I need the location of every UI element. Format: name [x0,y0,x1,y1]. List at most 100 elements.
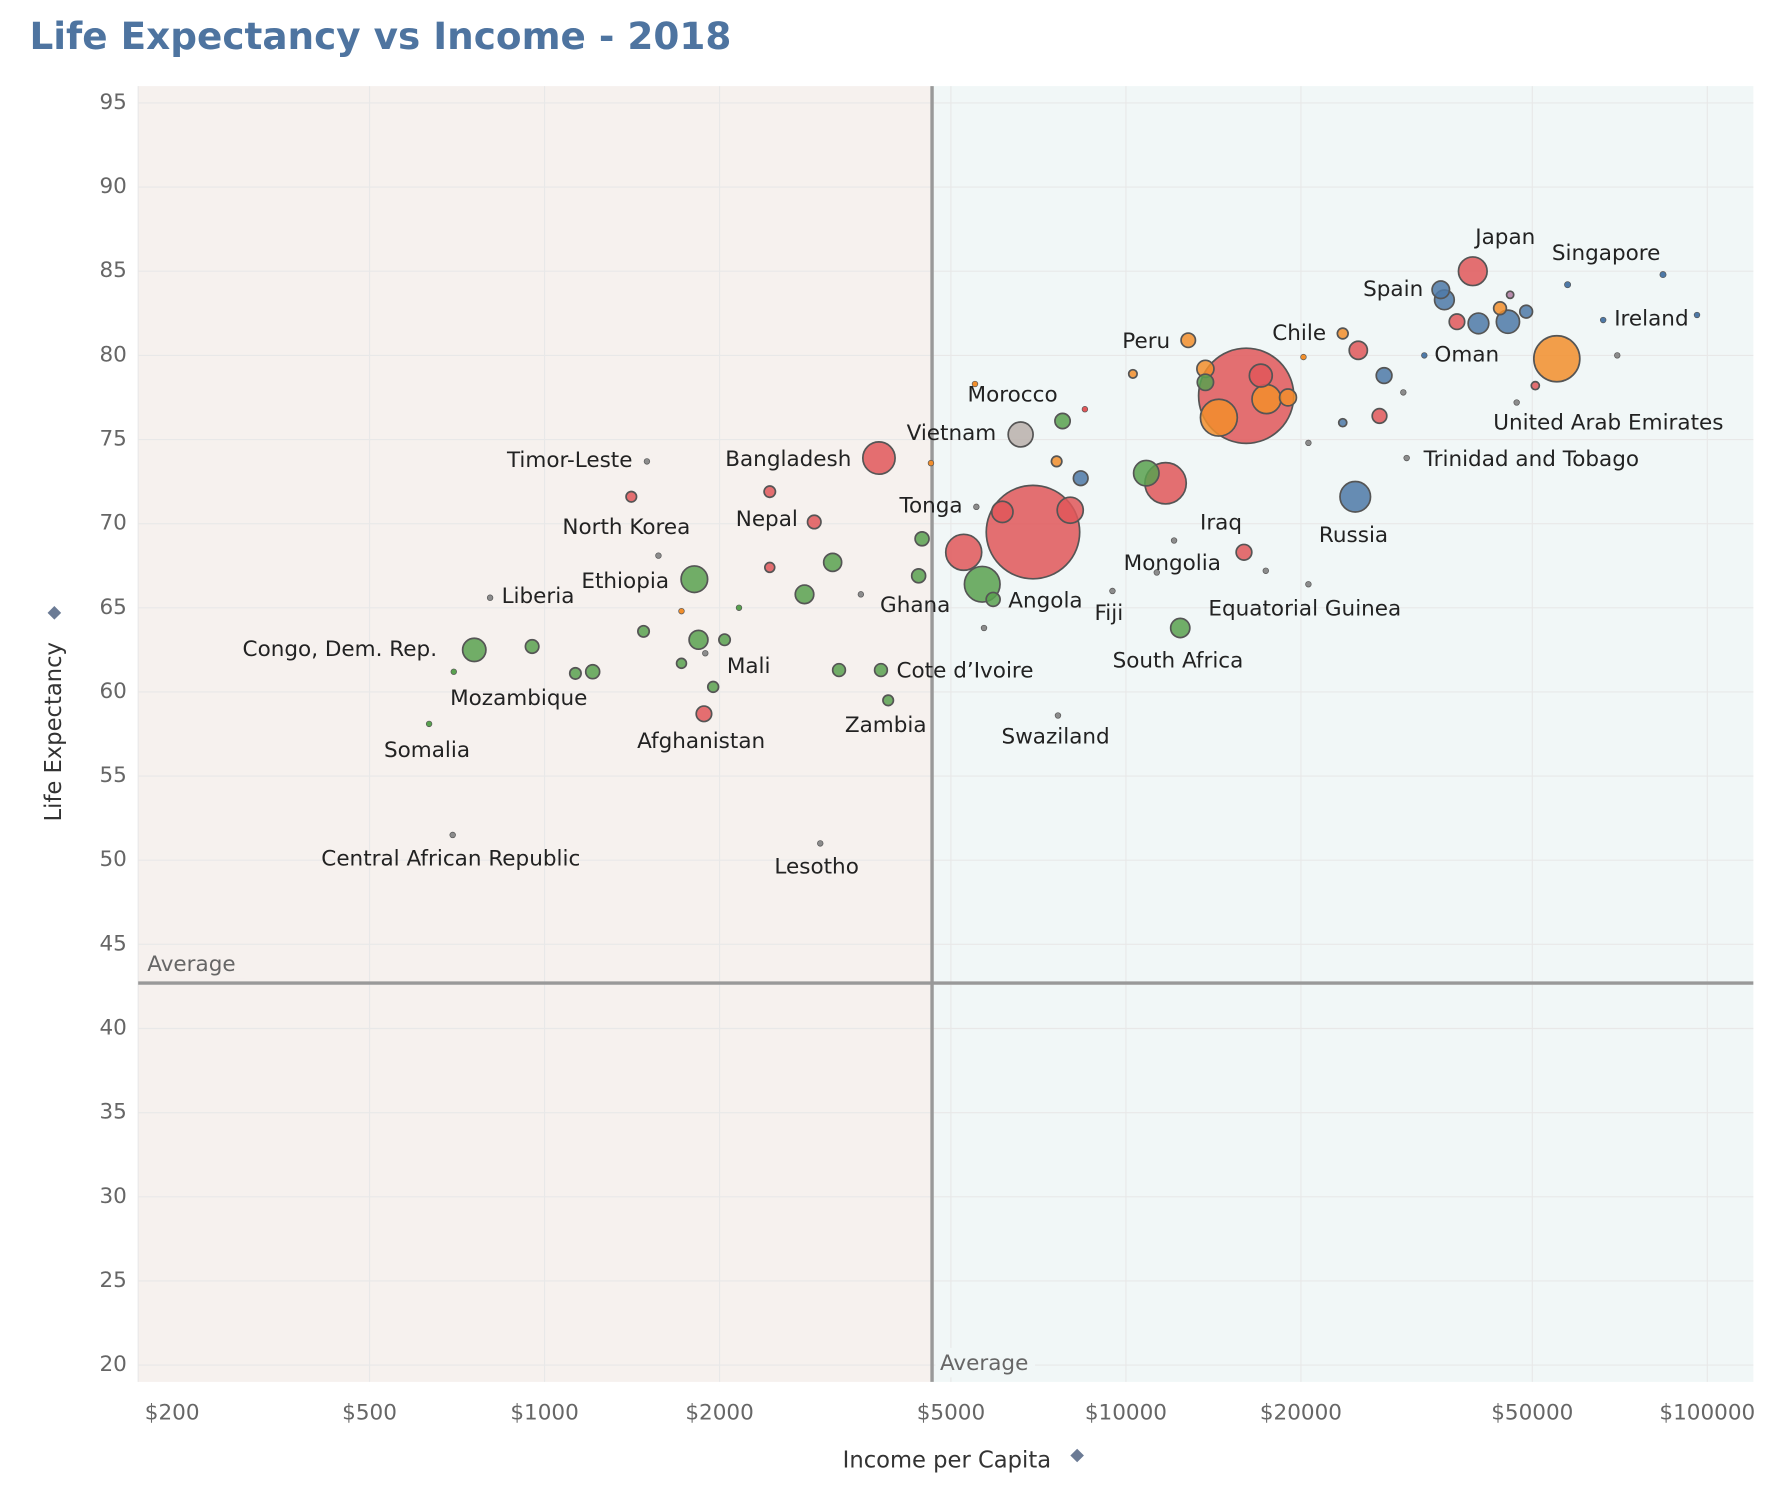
bubble [1421,352,1428,359]
bubble [763,561,776,574]
bubble [680,565,709,594]
bubble [817,840,824,847]
bubble [873,662,889,678]
plot-area-right [932,86,1754,1382]
bubble [1153,569,1160,576]
plot-background [138,86,1754,1382]
point-label: Japan [1473,225,1535,250]
bubble [675,657,688,670]
x-tick-label: $500 [342,1401,397,1426]
y-tick-label: 35 [99,1100,126,1125]
point-label: Trinidad and Tobago [1423,447,1639,472]
point-label: Iraq [1200,510,1242,535]
y-tick-label: 95 [99,90,126,115]
bubble [1659,271,1667,279]
point-label: Fiji [1094,601,1123,626]
bubble [1467,312,1490,335]
bubble [882,694,895,707]
bubble [524,638,540,655]
point-label: Swaziland [1002,724,1110,749]
bubble [1371,407,1388,425]
y-tick-label: 25 [99,1268,126,1293]
bubble [806,514,822,530]
point-label: Spain [1363,277,1423,302]
x-tick-label: $100000 [1659,1401,1755,1426]
point-label: Mongolia [1124,551,1221,576]
point-label: United Arab Emirates [1493,411,1723,436]
bubble [1054,412,1072,430]
chart-title: Life Expectancy vs Income - 2018 [29,14,731,58]
bubble [1109,587,1116,595]
bubble [1448,313,1466,331]
y-tick-label: 50 [99,847,126,872]
bubble [655,552,662,559]
y-tick-label: 90 [99,174,126,199]
point-label: Bangladesh [725,447,851,472]
average-label-bg [141,949,246,979]
point-label: Equatorial Guinea [1208,596,1401,621]
bubble [1457,256,1488,287]
bubble [706,680,720,694]
bubble [1199,398,1239,437]
reference-lines: Average Average [138,86,1754,1382]
bubble [1056,496,1085,525]
bubble [1375,366,1393,385]
point-label: Liberia [502,584,575,609]
point-label: Cote d’Ivoire [897,659,1034,684]
bubble [861,441,896,476]
point-label: Central African Republic [321,847,580,872]
bubble [1599,316,1607,324]
bubble [1081,406,1089,413]
bubble [944,533,983,572]
y-tick-label: 40 [99,1015,126,1040]
point-label: Vietnam [907,421,997,446]
point-label: South Africa [1113,649,1244,674]
bubble [695,705,713,723]
point-label: Lesotho [774,855,858,880]
bubble [1305,439,1312,447]
bubble [1518,304,1534,319]
point-labels: Japan Singapore Spain Ireland Peru Chile Oman M… [243,225,1724,880]
bubble [584,663,601,680]
point-label: Peru [1122,329,1170,354]
x-tick-label: $2000 [685,1401,753,1426]
bubble [973,503,980,511]
bubble [1278,388,1298,407]
bubble [831,662,847,678]
bubble [625,490,638,503]
average-label: Average [147,952,235,977]
point-label: Nepal [736,507,798,532]
bubble [1127,368,1138,379]
bubble [822,552,843,573]
bubble [1132,459,1160,487]
point-label: Ethiopia [581,569,669,594]
bubble [857,591,865,598]
average-label-bg [935,1347,1036,1378]
point-label: Mozambique [450,686,587,711]
bubble [1693,311,1701,319]
bubble [985,591,1001,608]
y-tick-label: 85 [99,258,126,283]
bubble [1300,353,1307,361]
bubble [914,530,930,547]
point-label: Ghana [880,593,950,618]
point-label: North Korea [562,515,690,540]
bubble [1495,309,1521,335]
bubble [1170,537,1178,544]
bubble [990,500,1014,524]
bubble [568,666,582,680]
pin-icon [1064,1448,1084,1468]
bubble [910,568,927,584]
bubble [1492,301,1508,316]
y-axis-title: Life Expectancy [41,642,67,821]
bubble [1169,617,1191,639]
x-tick-label: $20000 [1260,1401,1342,1426]
point-label: Afghanistan [637,729,765,754]
bubble [1400,389,1407,396]
bubble [425,720,433,728]
marks [425,256,1701,847]
x-tick-label: $50000 [1491,1401,1573,1426]
point-label: Singapore [1552,241,1661,266]
bubble [1248,363,1274,388]
